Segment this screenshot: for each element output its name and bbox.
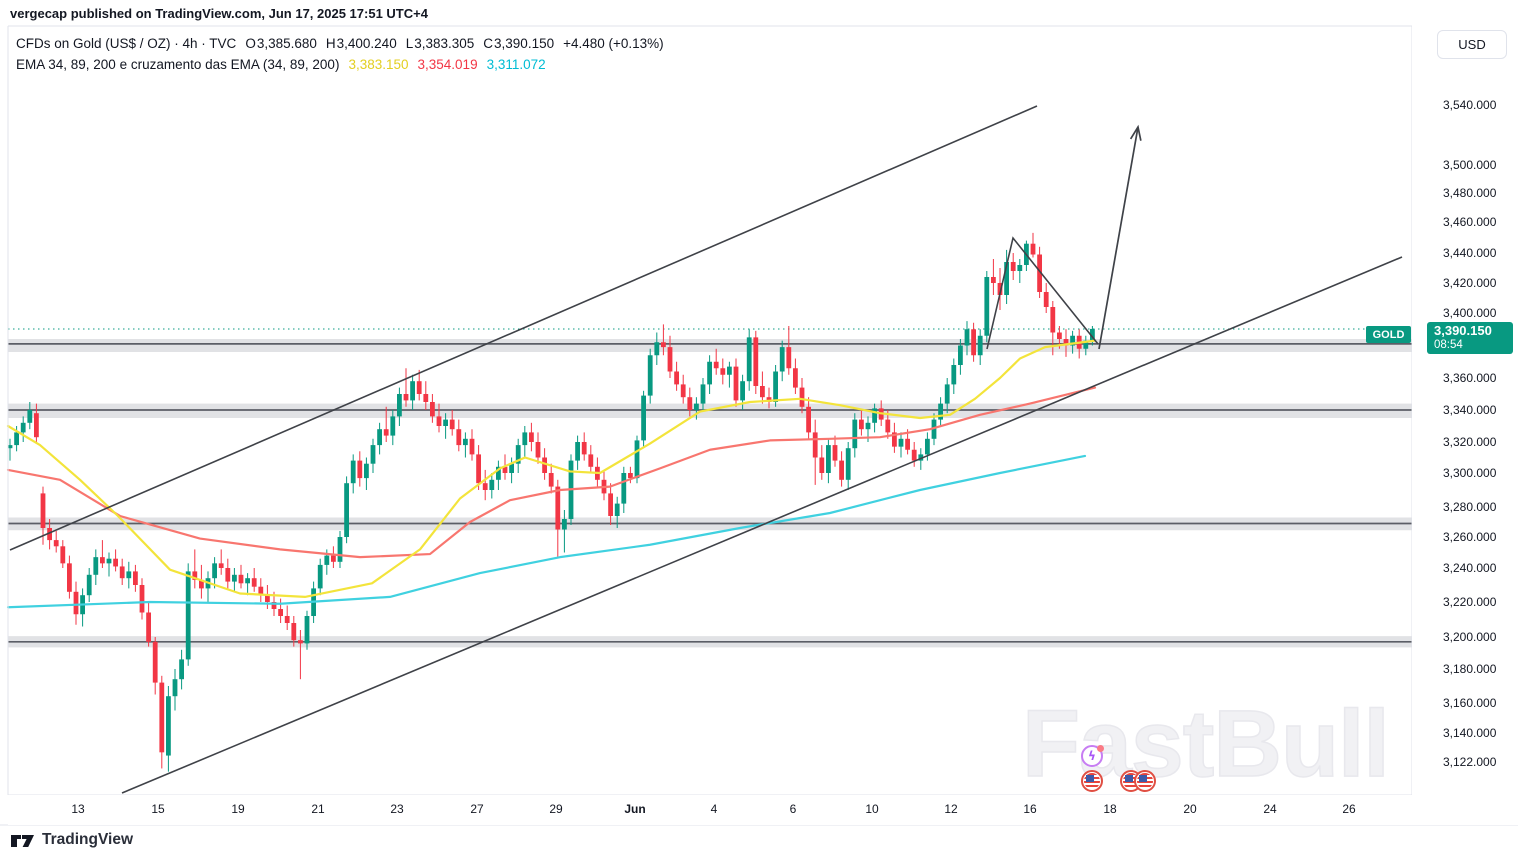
currency-usd-button[interactable]: USD xyxy=(1437,30,1507,59)
time-tick-label: 16 xyxy=(1023,802,1037,816)
time-tick-label: 20 xyxy=(1183,802,1197,816)
time-tick-label: 21 xyxy=(311,802,325,816)
price-tick-label: 3,540.000 xyxy=(1443,98,1497,112)
ema-lines-layer xyxy=(6,339,1097,609)
ohlc-low: L 3,383.305 xyxy=(405,36,475,51)
price-tick-label: 3,500.000 xyxy=(1443,158,1497,172)
time-tick-label: 29 xyxy=(549,802,563,816)
price-tick-label: 3,220.000 xyxy=(1443,595,1497,609)
time-tick-label: 12 xyxy=(944,802,958,816)
time-tick-label: 18 xyxy=(1103,802,1117,816)
tradingview-logo-icon xyxy=(11,834,34,847)
time-axis[interactable]: 13 15 19 21 23 27 29 Jun 4 6 10 12 16 18 20 24 26 xyxy=(8,795,1412,825)
time-tick-label: 19 xyxy=(231,802,245,816)
price-tick-label: 3,320.000 xyxy=(1443,435,1497,449)
price-tick-label: 3,480.000 xyxy=(1443,186,1497,200)
price-tick-label: 3,260.000 xyxy=(1443,530,1497,544)
tradingview-logo[interactable]: TradingView xyxy=(10,831,133,849)
time-tick-label: 10 xyxy=(865,802,879,816)
price-tick-label: 3,420.000 xyxy=(1443,276,1497,290)
time-tick-label: 15 xyxy=(151,802,165,816)
price-tick-label: 3,200.000 xyxy=(1443,630,1497,644)
time-tick-label: 27 xyxy=(470,802,484,816)
price-tick-label: 3,280.000 xyxy=(1443,500,1497,514)
last-price-value: 3,390.150 xyxy=(1434,323,1492,338)
last-price-axis-label: 3,390.150 08:54 xyxy=(1427,322,1513,354)
support-resistance-zones xyxy=(8,339,1412,648)
price-tick-label: 3,180.000 xyxy=(1443,662,1497,676)
symbol-price-tag: GOLD xyxy=(1366,326,1411,343)
time-tick-label: 26 xyxy=(1342,802,1356,816)
candles-layer xyxy=(7,232,1095,772)
price-tick-label: 3,400.000 xyxy=(1443,306,1497,320)
ohlc-high: H 3,400.240 xyxy=(325,36,397,51)
ema89-value: 3,354.019 xyxy=(417,57,478,72)
time-tick-label: 13 xyxy=(71,802,85,816)
price-tick-label: 3,300.000 xyxy=(1443,466,1497,480)
ohlc-close: C 3,390.150 xyxy=(483,36,555,51)
time-tick-label: 4 xyxy=(710,802,718,816)
chart-legend: CFDs on Gold (US$ / OZ) · 4h · TVC O 3,38… xyxy=(16,33,664,75)
indicator-row: EMA 34, 89, 200 e cruzamento das EMA (34… xyxy=(16,54,664,75)
ema34-value: 3,383.150 xyxy=(348,57,409,72)
ema200-value: 3,311.072 xyxy=(486,57,546,72)
indicator-name[interactable]: EMA 34, 89, 200 e cruzamento das EMA (34… xyxy=(16,57,340,72)
ohlc-open: O 3,385.680 xyxy=(245,36,317,51)
price-tick-label: 3,440.000 xyxy=(1443,246,1497,260)
publisher-line: vergecap published on TradingView.com, J… xyxy=(10,6,428,21)
price-change: +4.480 (+0.13%) xyxy=(563,36,664,51)
us-flag-event-icon[interactable] xyxy=(1134,770,1156,792)
price-tick-label: 3,360.000 xyxy=(1443,371,1497,385)
time-tick-label: 23 xyxy=(390,802,404,816)
trendline-drawings-layer[interactable] xyxy=(9,105,1403,794)
price-tick-label: 3,122.000 xyxy=(1443,755,1497,769)
price-axis[interactable]: USD 3,540.000 3,500.000 3,480.000 3,460.000… xyxy=(1412,26,1518,825)
price-tick-label: 3,160.000 xyxy=(1443,696,1497,710)
symbol-title[interactable]: CFDs on Gold (US$ / OZ) · 4h · TVC xyxy=(16,36,237,51)
tradingview-logo-text: TradingView xyxy=(42,831,134,848)
chart-frame-lines xyxy=(0,25,1518,826)
time-tick-label: Jun xyxy=(624,802,646,816)
price-tick-label: 3,460.000 xyxy=(1443,215,1497,229)
time-tick-label: 24 xyxy=(1263,802,1277,816)
economic-event-flash-icon[interactable]: ϟ xyxy=(1081,745,1104,767)
price-tick-label: 3,340.000 xyxy=(1443,403,1497,417)
bar-countdown: 08:54 xyxy=(1434,339,1463,351)
price-tick-label: 3,240.000 xyxy=(1443,561,1497,575)
us-flag-event-icon[interactable] xyxy=(1081,770,1103,792)
time-tick-label: 6 xyxy=(789,802,797,816)
price-tick-label: 3,140.000 xyxy=(1443,726,1497,740)
symbol-ohlc-row: CFDs on Gold (US$ / OZ) · 4h · TVC O 3,38… xyxy=(16,33,664,54)
